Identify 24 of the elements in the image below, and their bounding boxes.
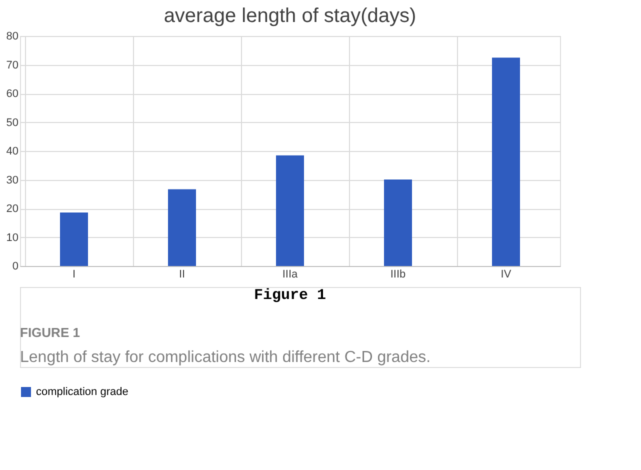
y-tick-label: 50 [6,116,18,129]
y-tick-label: 0 [12,260,18,272]
x-tick-label: IIIb [390,268,406,280]
x-tick-label: II [178,268,186,280]
caption: Figure 1 [254,287,326,304]
legend-label: complication grade [36,386,128,398]
y-tick-label: 80 [6,30,18,42]
x-tick-label: I [72,268,76,280]
y-tick-label: 10 [6,232,18,244]
bar [60,212,88,266]
text: Length of stay for complications with different C-D grades. [20,349,431,366]
caption: FIGURE 1 [20,325,80,340]
bar [168,189,196,266]
x-tick-label: IV [500,268,512,280]
x-tick-label: IIIa [282,268,299,280]
y-tick-label: 40 [6,146,18,158]
y-tick-label: 30 [6,174,18,186]
bar [492,58,520,266]
bar [276,155,304,266]
y-tick-label: 70 [6,59,18,72]
y-tick-label: 20 [6,203,18,215]
y-tick-label: 60 [6,88,18,100]
chart-title: average length of stay(days) [164,5,416,27]
bar [384,179,412,266]
